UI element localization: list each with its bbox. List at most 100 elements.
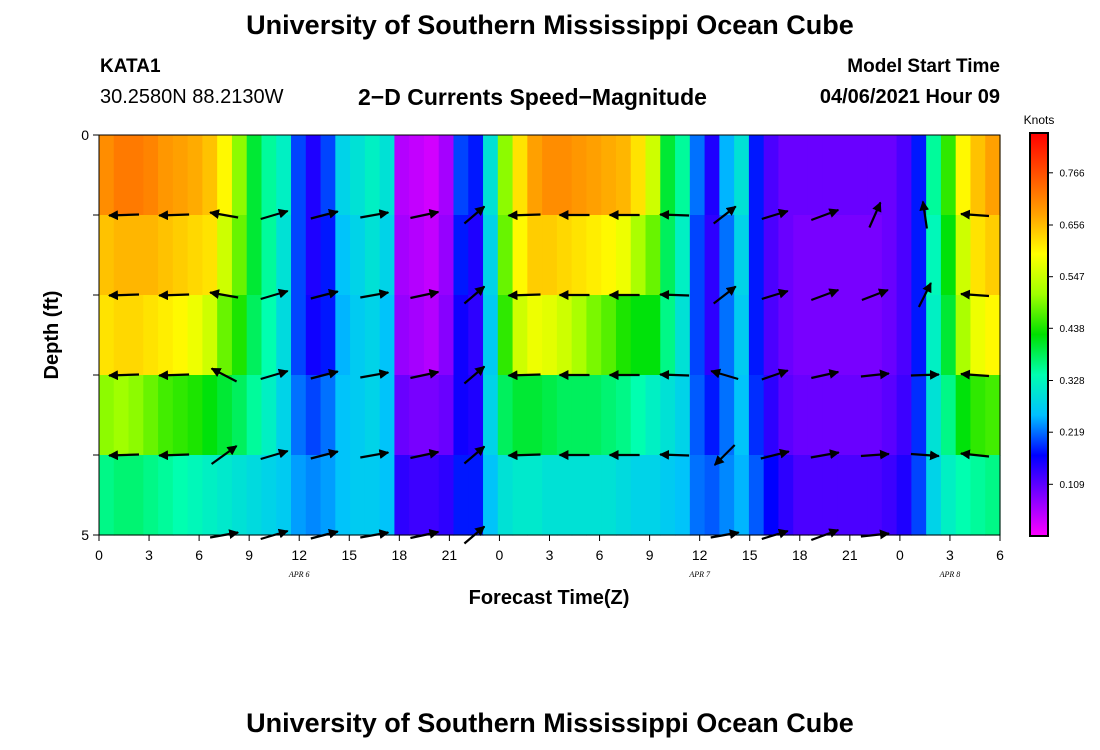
heatmap-cell [99, 455, 115, 536]
heatmap-cell [291, 375, 307, 456]
heatmap-cell [689, 375, 706, 456]
heatmap-cell [483, 215, 499, 296]
heatmap-cell [305, 375, 322, 456]
heatmap-cell [438, 375, 455, 456]
heatmap-cell [985, 135, 1001, 216]
heatmap-cell [305, 455, 322, 536]
current-vector-arrow [260, 288, 289, 301]
current-vector-arrow [860, 369, 890, 380]
heatmap-cell [113, 295, 130, 376]
heatmap-cell [645, 215, 661, 296]
x-tick-label: 9 [646, 547, 654, 563]
colorbar-gradient [1029, 132, 1049, 537]
heatmap-cell [601, 135, 617, 216]
heatmap-cell [556, 135, 573, 216]
heatmap-cell [320, 455, 336, 536]
heatmap-cell [128, 135, 144, 216]
heatmap-cell [172, 295, 189, 376]
heatmap-cell [645, 135, 661, 216]
current-vector-arrow [507, 290, 541, 301]
current-vector-arrow [761, 208, 789, 221]
x-tick-label: 15 [341, 547, 357, 563]
heatmap-cell [556, 375, 573, 456]
heatmap-cell [852, 215, 868, 296]
heatmap-cell [246, 295, 263, 376]
heatmap-cell [896, 455, 912, 536]
heatmap-cell [807, 135, 824, 216]
heatmap-cell [556, 455, 573, 536]
heatmap-cell [202, 135, 218, 216]
heatmap-cell [527, 455, 543, 536]
heatmap-cell [571, 215, 588, 296]
heatmap-cell [320, 375, 336, 456]
station-coords: 30.2580N 88.2130W [100, 86, 284, 108]
heatmap-cell [837, 215, 853, 296]
heatmap-cell [335, 455, 351, 536]
current-vector-arrow [960, 289, 990, 300]
heatmap-cell [763, 455, 780, 536]
current-vector-arrow [360, 369, 390, 379]
heatmap-cell [881, 135, 898, 216]
date-label: APR 7 [688, 570, 711, 579]
heatmap-cell [601, 215, 617, 296]
heatmap-cell [601, 455, 617, 536]
current-vector-arrow [710, 368, 739, 381]
heatmap-cell [867, 455, 883, 536]
heatmap-cell [955, 215, 972, 296]
heatmap-cell [940, 135, 957, 216]
colorbar-tick-label: 0.219 [1059, 428, 1084, 439]
heatmap-cell [217, 135, 233, 216]
y-axis-label: Depth (ft) [41, 291, 63, 380]
heatmap-cell [305, 135, 322, 216]
current-vector-arrow [410, 209, 440, 220]
heatmap-cell [113, 215, 130, 296]
heatmap-cell [276, 455, 292, 536]
heatmap-cell [231, 455, 248, 536]
current-vector-arrow [410, 369, 440, 380]
heatmap-cell [438, 135, 455, 216]
colorbar-tick-label: 0.547 [1059, 272, 1084, 283]
heatmap-cell [704, 455, 720, 536]
heatmap-cell [394, 135, 410, 216]
current-vector-arrow [158, 290, 190, 301]
heatmap-cell [423, 295, 440, 376]
heatmap-cell [291, 215, 307, 296]
heatmap-cell [807, 215, 824, 296]
current-vector-arrow [659, 449, 690, 460]
heatmap-cell [867, 215, 883, 296]
heatmap-cell [483, 455, 499, 536]
heatmap-cell [660, 295, 676, 376]
heatmap-cell [187, 135, 203, 216]
current-vector-arrow [713, 444, 736, 466]
heatmap-cell [468, 455, 484, 536]
heatmap-cell [350, 455, 366, 536]
heatmap-cell [837, 455, 853, 536]
heatmap-cell [985, 455, 1001, 536]
heatmap-cell [172, 135, 189, 216]
heatmap-cell [837, 135, 853, 216]
heatmap-cell [940, 295, 957, 376]
heatmap-cell [822, 375, 839, 456]
x-tick-label: 12 [291, 547, 307, 563]
heatmap-cell [291, 295, 307, 376]
current-vector-arrow [209, 209, 239, 219]
heatmap-cell [748, 455, 765, 536]
current-vector-arrow [310, 208, 339, 220]
current-vector-arrow [108, 370, 140, 381]
current-vector-arrow [810, 449, 840, 459]
x-tick-label: 3 [145, 547, 153, 563]
x-tick-label: 0 [95, 547, 103, 563]
heatmap-cell [202, 215, 218, 296]
heatmap-cell [350, 295, 366, 376]
heatmap-cell [276, 375, 292, 456]
heatmap-cell [586, 215, 602, 296]
heatmap-cell [675, 295, 691, 376]
heatmap-cell [807, 375, 824, 456]
heatmap-cell [852, 455, 868, 536]
x-tick-label: 21 [842, 547, 858, 563]
heatmap-cell [645, 295, 661, 376]
heatmap-cell [955, 295, 972, 376]
heatmap-cell [630, 455, 647, 536]
current-vector-arrow [760, 448, 790, 460]
current-vector-arrow [910, 369, 940, 380]
